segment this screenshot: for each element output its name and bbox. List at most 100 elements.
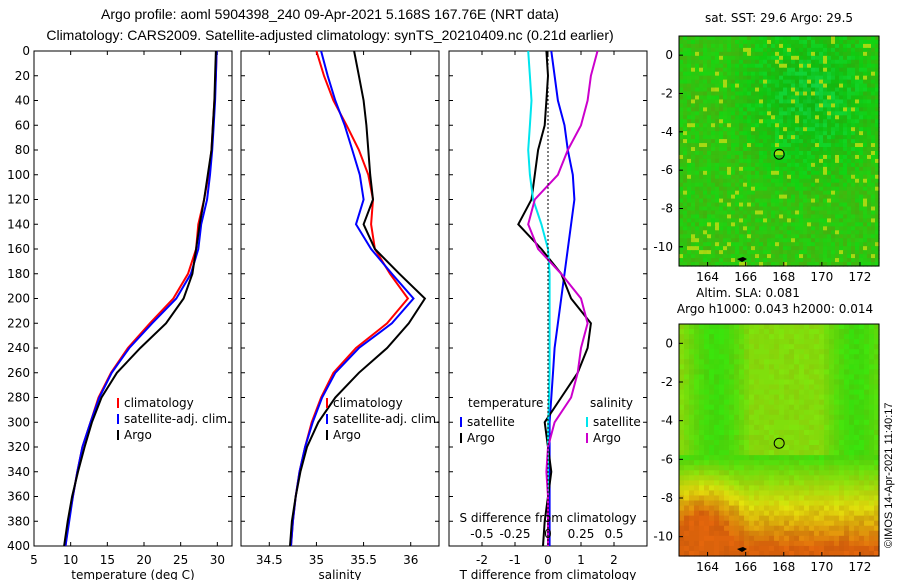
s-diff-tick-label: -0.25 xyxy=(499,527,530,541)
legend-label: climatology xyxy=(124,396,194,410)
y-tick-label: 400 xyxy=(7,539,30,553)
s-diff-tick-label: 0.25 xyxy=(568,527,595,541)
series-differences-salinity-argo xyxy=(527,50,599,546)
y-tick-label: 340 xyxy=(7,465,30,479)
map-y-tick-label: -8 xyxy=(661,491,673,505)
plot-frame-temperature xyxy=(33,50,233,547)
series-differences-temperature-argo xyxy=(517,50,592,547)
legend-label: satellite xyxy=(593,415,641,429)
island-icon xyxy=(737,257,747,262)
title-line-2: Climatology: CARS2009. Satellite-adjuste… xyxy=(46,27,614,43)
map-x-tick-label: 166 xyxy=(734,270,757,284)
map-x-tick-label: 170 xyxy=(810,560,833,574)
map-cells xyxy=(679,36,880,267)
y-tick-label: 380 xyxy=(7,514,30,528)
map-y-tick-label: -10 xyxy=(653,530,673,544)
y-tick-label: 100 xyxy=(7,168,30,182)
map-x-tick-label: 168 xyxy=(772,270,795,284)
y-tick-label: 300 xyxy=(7,415,30,429)
legend-label: satellite-adj. clim. xyxy=(333,412,440,426)
x-tick-label: 0 xyxy=(544,553,552,567)
map-y-tick-label: -4 xyxy=(661,414,673,428)
x-tick-label: 5 xyxy=(30,553,38,567)
map-bottom-title-2: Argo h1000: 0.043 h2000: 0.014 xyxy=(677,302,873,316)
y-tick-label: 180 xyxy=(7,267,30,281)
y-tick-label: 60 xyxy=(15,118,30,132)
map-bottom-title-1: Altim. SLA: 0.081 xyxy=(696,286,800,300)
y-tick-label: 280 xyxy=(7,391,30,405)
map-y-tick-label: 0 xyxy=(665,48,673,62)
legend-header-salinity: salinity xyxy=(590,396,633,410)
y-tick-label: 260 xyxy=(7,366,30,380)
y-tick-label: 0 xyxy=(22,44,30,58)
y-tick-label: 80 xyxy=(15,143,30,157)
map-y-tick-label: -6 xyxy=(661,452,673,466)
legend-label: satellite xyxy=(467,415,515,429)
map-x-tick-label: 166 xyxy=(734,560,757,574)
series-temperature-argo xyxy=(63,50,217,547)
x-axis-label: T difference from climatology xyxy=(459,568,637,580)
map-x-tick-label: 170 xyxy=(810,270,833,284)
x-tick-label: 35 xyxy=(309,553,324,567)
x-tick-label: 2 xyxy=(610,553,618,567)
x-tick-label: 34.5 xyxy=(256,553,283,567)
y-tick-label: 40 xyxy=(15,94,30,108)
map-frame xyxy=(678,35,880,267)
x-tick-label: 10 xyxy=(63,553,78,567)
map-x-tick-label: 172 xyxy=(848,270,871,284)
map-y-tick-label: -8 xyxy=(661,202,673,216)
map-y-tick-label: -10 xyxy=(653,240,673,254)
y-tick-label: 200 xyxy=(7,292,30,306)
series-salinity-satellite-adj-clim- xyxy=(290,50,415,547)
series-salinity-argo xyxy=(289,50,427,547)
x-axis-label: temperature (deg C) xyxy=(71,568,194,580)
series-temperature-satellite-adj-clim- xyxy=(64,50,218,547)
y-tick-label: 360 xyxy=(7,490,30,504)
map-y-tick-label: 0 xyxy=(665,336,673,350)
legend-label: satellite-adj. clim. xyxy=(124,412,231,426)
y-tick-label: 160 xyxy=(7,242,30,256)
map-y-tick-label: -6 xyxy=(661,163,673,177)
series-salinity-climatology xyxy=(290,50,410,547)
legend-label: Argo xyxy=(593,431,621,445)
s-diff-axis-label: S difference from climatology xyxy=(460,511,637,525)
legend-label: climatology xyxy=(333,396,403,410)
map-y-tick-label: -4 xyxy=(661,125,673,139)
map-top-title: sat. SST: 29.6 Argo: 29.5 xyxy=(705,11,853,25)
map-frame xyxy=(678,323,880,557)
y-tick-label: 240 xyxy=(7,341,30,355)
x-tick-label: 25 xyxy=(173,553,188,567)
argo-position-marker xyxy=(773,437,785,449)
map-y-tick-label: -2 xyxy=(661,87,673,101)
island-icon xyxy=(737,547,747,552)
s-diff-tick-label: 0 xyxy=(544,527,552,541)
map-y-tick-label: -2 xyxy=(661,375,673,389)
series-temperature-climatology xyxy=(64,50,218,547)
s-diff-tick-label: 0.5 xyxy=(604,527,623,541)
legend-label: Argo xyxy=(467,431,495,445)
map-x-tick-label: 164 xyxy=(696,560,719,574)
x-tick-label: 15 xyxy=(100,553,115,567)
y-tick-label: 20 xyxy=(15,69,30,83)
copyright-stamp: ©IMOS 14-Apr-2021 11:40:17 xyxy=(883,402,895,548)
y-tick-label: 320 xyxy=(7,440,30,454)
legend-header-temperature: temperature xyxy=(468,396,543,410)
map-x-tick-label: 164 xyxy=(696,270,719,284)
plot-frame-salinity xyxy=(240,50,440,547)
y-tick-label: 140 xyxy=(7,217,30,231)
x-axis-label: salinity xyxy=(318,568,361,580)
x-tick-label: 20 xyxy=(136,553,151,567)
legend-label: Argo xyxy=(333,428,361,442)
argo-position-marker xyxy=(773,148,785,160)
map-cells xyxy=(679,324,880,557)
legend-label: Argo xyxy=(124,428,152,442)
x-tick-label: 35.5 xyxy=(350,553,377,567)
x-tick-label: 30 xyxy=(210,553,225,567)
title-line-1: Argo profile: aoml 5904398_240 09-Apr-20… xyxy=(101,6,559,22)
x-tick-label: -2 xyxy=(476,553,488,567)
x-tick-label: -1 xyxy=(509,553,521,567)
s-diff-tick-label: -0.5 xyxy=(470,527,493,541)
x-tick-label: 36 xyxy=(403,553,418,567)
map-x-tick-label: 168 xyxy=(772,560,795,574)
